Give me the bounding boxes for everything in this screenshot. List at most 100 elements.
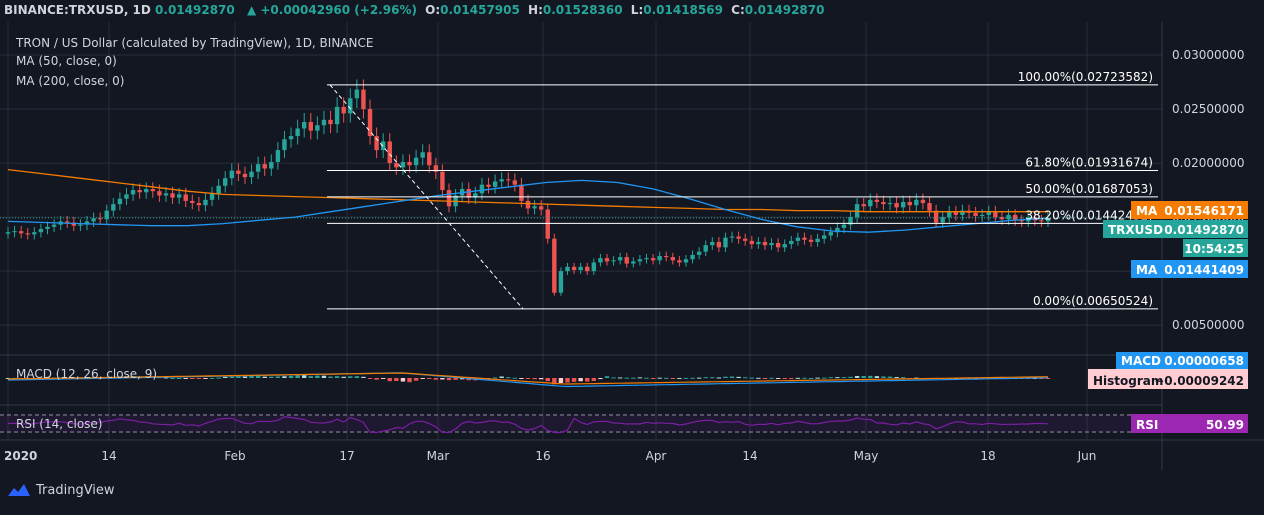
price-badge: TRXUSD 0.01492870 [1103,220,1248,238]
macd-hist-bar [413,378,419,381]
candle-body [32,232,37,235]
macd-hist-bar [236,376,241,378]
candle-body [525,200,531,209]
macd-badge-value: 0.00000658 [1164,354,1244,368]
macd-hist-bar [822,377,827,379]
candle-body [545,209,550,239]
candle-body [328,119,333,125]
ma50-badge-label: MA [1136,263,1158,277]
candle-body [953,211,959,215]
y-tick-label: 0.02000000 [1172,156,1245,170]
candle-body [1012,214,1018,221]
candle-body [157,191,162,196]
macd-hist-bar [492,377,498,379]
macd-legend[interactable]: MACD (12, 26, close, 9) [16,367,158,381]
macd-hist-bar [808,378,814,379]
candle-body [617,257,623,261]
macd-hist-bar [848,376,853,378]
macd-hist-bar [433,378,439,380]
macd-hist-bar [538,378,544,380]
macd-hist-bar [420,378,425,379]
candle-body [914,199,919,206]
candle-body [532,206,537,209]
countdown-badge: 10:54:25 [1183,239,1248,257]
macd-hist-bar [400,378,406,382]
candle-body [552,238,557,293]
fib-level-label: 50.00%(0.01687053) [1025,182,1153,196]
macd-hist-bar [354,376,360,378]
macd-hist-bar [756,377,761,379]
ma50-badge-value: 0.01441409 [1164,263,1244,277]
macd-hist-bar [716,377,722,379]
candle-body [677,260,682,263]
candle-body [650,258,656,261]
fib-level-label: 61.80%(0.01931674) [1025,155,1153,169]
candle-body [591,262,597,272]
candle-body [203,199,208,206]
candle-body [51,224,57,227]
histogram-badge-value: −0.00009242 [1154,374,1244,388]
candle-body [163,193,169,196]
candle-body [236,170,241,174]
candle-body [920,199,926,204]
macd-hist-bar [677,377,682,379]
ma50-legend[interactable]: MA (50, close, 0) [16,54,117,68]
macd-hist-bar [163,377,169,379]
macd-hist-bar [453,378,458,380]
macd-hist-bar [209,377,215,379]
candle-body [789,240,794,245]
rsi-legend[interactable]: RSI (14, close) [16,417,103,431]
candle-body [117,198,123,205]
candle-body [703,245,708,252]
macd-hist-bar [216,377,221,379]
macd-hist-bar [881,376,886,378]
candle-body [822,235,827,239]
countdown-badge-value: 10:54:25 [1184,242,1244,256]
candle-body [1019,220,1024,222]
tradingview-cloud-icon [8,484,30,496]
macd-hist-bar [183,378,188,379]
macd-hist-bar [664,377,669,379]
candle-body [242,173,248,178]
macd-hist-bar [815,377,820,379]
macd-hist-bar [775,378,781,379]
candle-body [97,218,103,220]
macd-hist-bar [894,377,899,379]
candle-body [604,258,610,262]
macd-hist-bar [598,378,603,380]
rsi-badge-value: 50.99 [1206,418,1244,432]
macd-hist-bar [466,378,471,381]
macd-hist-bar [348,376,353,378]
x-tick-label: Jun [1077,449,1097,463]
macd-hist-bar [223,376,228,378]
macd-badge: MACD 0.00000658 [1116,352,1248,369]
candle-body [269,161,274,169]
ma200-legend[interactable]: MA (200, close, 0) [16,74,125,88]
candle-body [275,150,281,162]
candle-body [71,222,77,226]
macd-hist-bar [604,376,610,378]
low-value: 0.01418569 [643,3,723,17]
candle-body [571,266,577,271]
macd-hist-bar [729,376,735,378]
candle-body [657,255,662,261]
x-tick-label: 16 [535,449,550,463]
macd-hist-bar [229,376,234,378]
macd-hist-bar [380,378,386,379]
candle-body [196,203,202,206]
x-tick-label: 14 [101,449,116,463]
macd-hist-bar [690,377,695,379]
macd-hist-bar [269,376,274,378]
macd-hist-bar [558,378,564,384]
macd-hist-bar [394,378,399,381]
macd-hist-bar [334,376,340,378]
macd-hist-bar [176,378,182,379]
macd-hist-bar [196,378,202,379]
tradingview-logo[interactable]: TradingView [6,482,115,498]
symbol-name[interactable]: BINANCE:TRXUSD, 1D [4,3,151,17]
candle-body [367,109,373,137]
candle-body [190,200,195,204]
chart-title: TRON / US Dollar (calculated by TradingV… [16,36,374,50]
